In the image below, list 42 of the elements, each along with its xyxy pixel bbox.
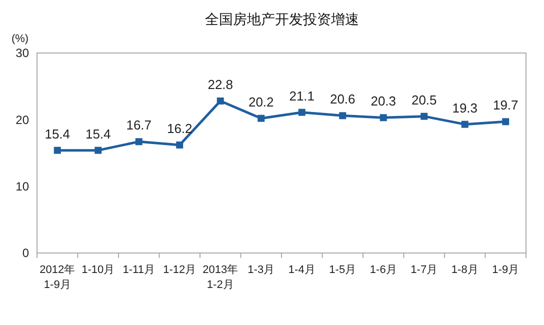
- x-tick-label: 1-3月: [248, 264, 275, 276]
- x-tick-label: 1-8月: [451, 264, 478, 276]
- data-label: 20.6: [330, 92, 356, 107]
- x-tick-label: 1-5月: [329, 264, 356, 276]
- data-label: 20.2: [248, 94, 274, 110]
- point: [339, 112, 346, 120]
- x-tick-label: 2013年 1-2月: [202, 264, 238, 291]
- data-label: 22.8: [208, 77, 234, 92]
- x-tick-label: 1-10月: [82, 264, 115, 276]
- point: [176, 142, 184, 148]
- x-tick-label: 1-4月: [288, 264, 316, 276]
- data-label: 16.7: [126, 118, 152, 133]
- data-label: 19.7: [492, 98, 518, 113]
- point: [216, 98, 224, 104]
- x-tick-label: 2012年 1-9月: [40, 264, 76, 291]
- point: [461, 120, 468, 128]
- point: [258, 114, 265, 122]
- point: [420, 112, 428, 120]
- x-tick-label: 1-9月: [492, 264, 520, 276]
- point: [298, 108, 306, 116]
- data-label: 20.5: [411, 92, 437, 108]
- point: [502, 118, 510, 126]
- data-label: 15.4: [44, 126, 70, 142]
- data-label: 19.3: [452, 100, 478, 116]
- point: [54, 146, 61, 154]
- data-label: 16.2: [166, 121, 192, 136]
- data-label: 15.4: [85, 126, 111, 142]
- y-axis-title: (%): [11, 33, 29, 45]
- x-tick-label: 1-6月: [370, 264, 397, 276]
- data-label: 21.1: [289, 88, 315, 104]
- x-tick-label: 1-7月: [410, 264, 438, 276]
- point: [380, 114, 387, 122]
- y-tick-label: 0: [22, 246, 30, 260]
- point: [135, 138, 142, 146]
- x-tick-label: 1-11月: [122, 264, 155, 276]
- y-tick-label: 10: [16, 180, 30, 194]
- y-tick-label: 20: [16, 112, 30, 127]
- y-tick-label: 30: [16, 46, 30, 60]
- chart-title: 全国房地产开发投资增速: [205, 11, 359, 27]
- x-tick-label: 1-12月: [163, 264, 196, 276]
- data-label: 20.3: [370, 94, 396, 109]
- point: [94, 146, 102, 154]
